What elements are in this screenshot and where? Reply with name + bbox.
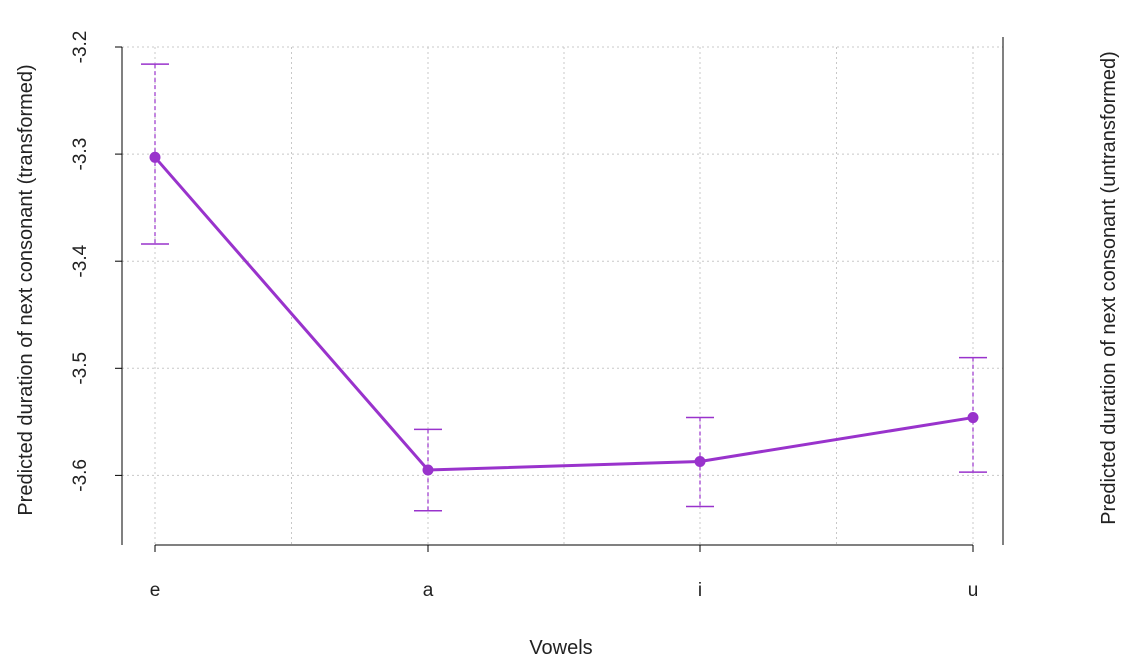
x-axis-label: Vowels	[529, 637, 592, 659]
y-axis-label-left: Predicted duration of next consonant (tr…	[15, 64, 37, 515]
y-tick-label-left: -3.5	[70, 352, 91, 385]
y-tick-label-left: -3.6	[70, 459, 91, 492]
data-point	[149, 151, 161, 163]
y-axis-label-right: Predicted duration of next consonant (un…	[1098, 51, 1120, 525]
y-tick-label-left: -3.4	[70, 244, 91, 277]
data-point	[422, 464, 434, 476]
y-tick-label-left: -3.2	[70, 31, 91, 64]
data-point	[967, 412, 979, 424]
data-series	[141, 63, 987, 512]
data-point	[694, 455, 706, 467]
x-tick-label: a	[423, 580, 434, 601]
x-tick-label: u	[968, 580, 979, 601]
series-line	[153, 156, 974, 472]
x-tick-label: i	[698, 580, 702, 601]
axes	[115, 37, 1004, 552]
tick-labels: -3.2-3.3-3.4-3.5-3.60.0800.0850.0900.095…	[70, 31, 979, 601]
gridlines	[122, 46, 1003, 545]
y-tick-label-left: -3.3	[70, 138, 91, 171]
x-tick-label: e	[150, 580, 161, 601]
